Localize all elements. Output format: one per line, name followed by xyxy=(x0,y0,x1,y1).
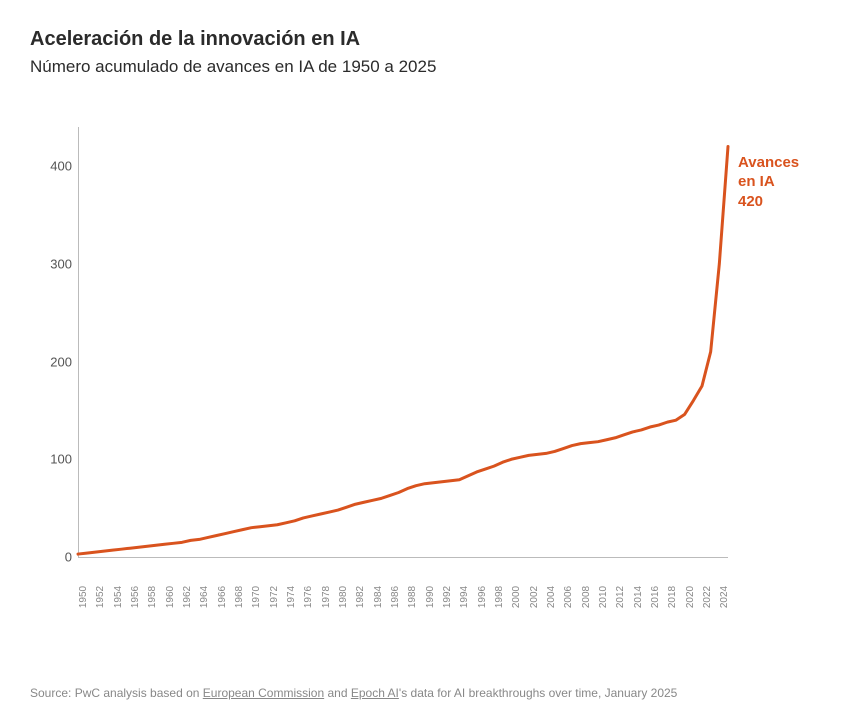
source-mid: and xyxy=(324,686,351,700)
y-tick-label: 300 xyxy=(50,256,72,271)
x-tick-label: 1990 xyxy=(425,586,436,608)
x-tick-label: 2016 xyxy=(650,586,661,608)
x-tick-label: 1984 xyxy=(373,586,384,608)
x-tick-label: 2014 xyxy=(633,586,644,608)
x-tick-label: 1956 xyxy=(130,586,141,608)
end-annotation: Avances en IA 420 xyxy=(738,153,799,212)
x-tick-label: 2020 xyxy=(685,586,696,608)
x-tick-label: 1970 xyxy=(251,586,262,608)
chart-subtitle: Número acumulado de avances en IA de 195… xyxy=(30,57,822,77)
x-tick-label: 1968 xyxy=(234,586,245,608)
x-tick-label: 2010 xyxy=(598,586,609,608)
x-tick-label: 1994 xyxy=(459,586,470,608)
x-axis-labels: 1950 1952 1954 1956 1958 1960 1962 1964 1966 1968… xyxy=(78,565,728,625)
source-caption: Source: PwC analysis based on European C… xyxy=(30,685,822,702)
x-tick-label: 1992 xyxy=(442,586,453,608)
x-tick-label: 2006 xyxy=(563,586,574,608)
x-tick-label: 1996 xyxy=(477,586,488,608)
x-tick-label: 2022 xyxy=(702,586,713,608)
chart-area: 0100200300400 19501952195419561958196019… xyxy=(30,127,820,597)
x-axis-line xyxy=(78,557,728,558)
y-tick-label: 100 xyxy=(50,452,72,467)
x-tick-label: 1978 xyxy=(321,586,332,608)
y-tick-label: 200 xyxy=(50,354,72,369)
x-tick-label: 1950 xyxy=(78,586,89,608)
annotation-value: 420 xyxy=(738,193,763,210)
source-prefix: Source: PwC analysis based on xyxy=(30,686,203,700)
x-tick-label: 1966 xyxy=(217,586,228,608)
x-tick-label: 1986 xyxy=(390,586,401,608)
x-tick-label: 1998 xyxy=(494,586,505,608)
y-tick-label: 400 xyxy=(50,159,72,174)
x-tick-label: 1988 xyxy=(407,586,418,608)
source-link-ec[interactable]: European Commission xyxy=(203,686,324,700)
x-tick-label: 2018 xyxy=(667,586,678,608)
y-axis-labels: 0100200300400 xyxy=(30,127,72,557)
x-tick-label: 1974 xyxy=(286,586,297,608)
x-tick-label: 1962 xyxy=(182,586,193,608)
chart-title: Aceleración de la innovación en IA xyxy=(30,28,822,51)
x-tick-label: 1952 xyxy=(95,586,106,608)
x-tick-label: 2024 xyxy=(719,586,730,608)
annotation-line2: en IA xyxy=(738,173,775,190)
x-tick-label: 1976 xyxy=(303,586,314,608)
x-tick-label: 2002 xyxy=(529,586,540,608)
x-tick-label: 1960 xyxy=(165,586,176,608)
source-link-epoch[interactable]: Epoch AI xyxy=(351,686,399,700)
x-tick-label: 2012 xyxy=(615,586,626,608)
x-tick-label: 1958 xyxy=(147,586,158,608)
plot-region xyxy=(78,127,728,557)
x-tick-label: 2000 xyxy=(511,586,522,608)
x-tick-label: 2004 xyxy=(546,586,557,608)
x-tick-label: 1954 xyxy=(113,586,124,608)
x-tick-label: 1972 xyxy=(269,586,280,608)
x-tick-label: 1964 xyxy=(199,586,210,608)
x-tick-label: 1982 xyxy=(355,586,366,608)
source-suffix: 's data for AI breakthroughs over time, … xyxy=(399,686,677,700)
x-tick-label: 1980 xyxy=(338,586,349,608)
annotation-line1: Avances xyxy=(738,154,799,171)
x-tick-label: 2008 xyxy=(581,586,592,608)
line-series xyxy=(78,127,728,557)
y-tick-label: 0 xyxy=(65,550,72,565)
